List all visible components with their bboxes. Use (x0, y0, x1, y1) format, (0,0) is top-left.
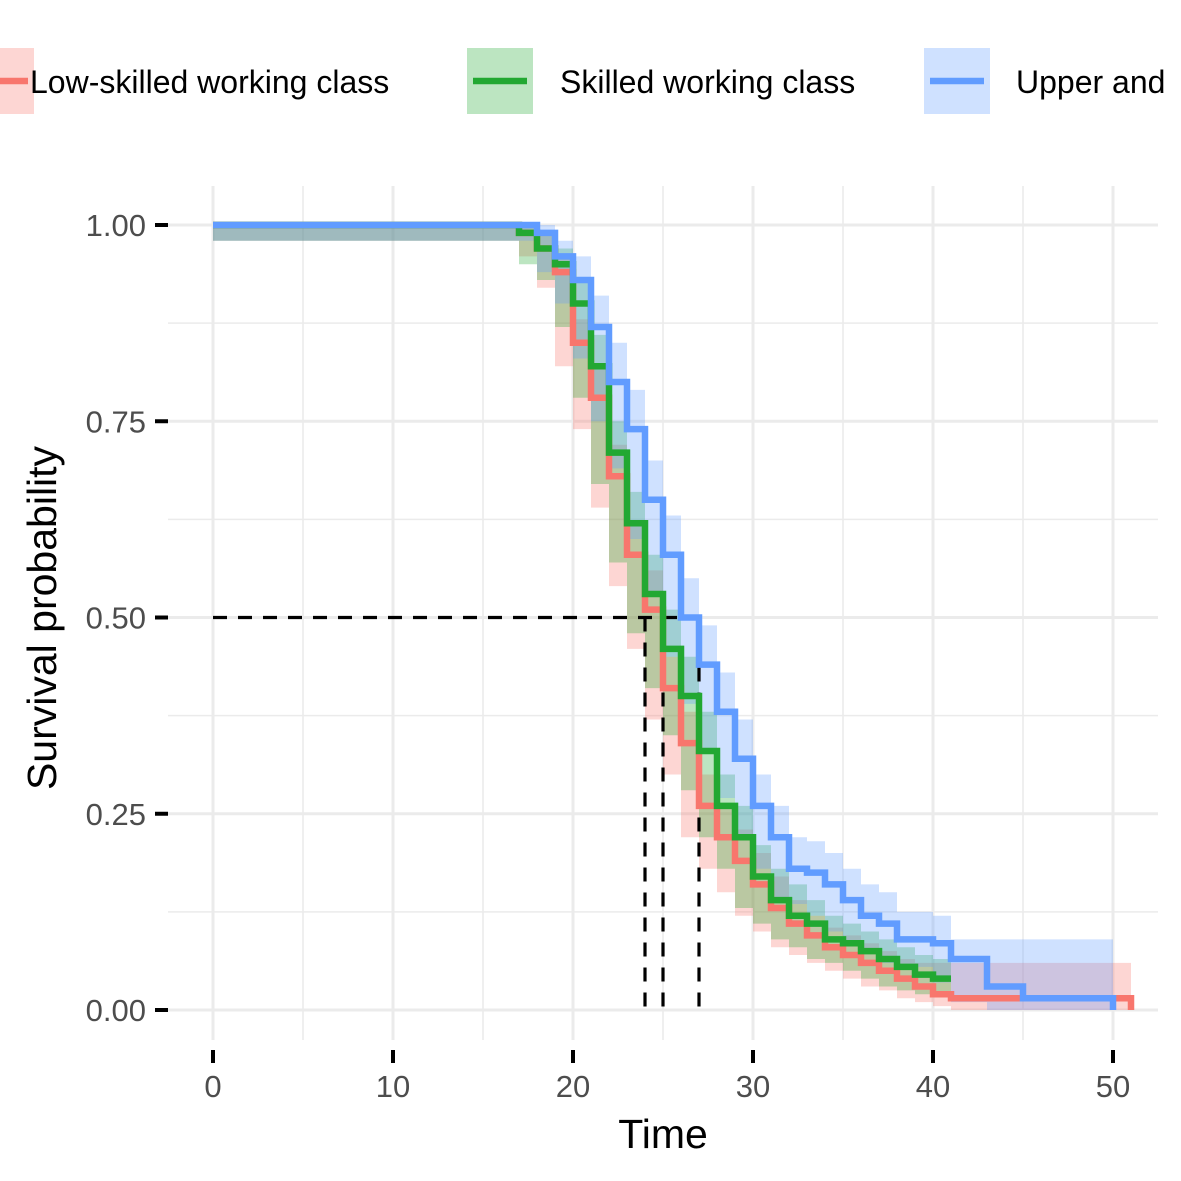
legend-item-2: Skilled working class (467, 48, 855, 114)
x-tick-label: 0 (204, 1069, 221, 1104)
y-tick-label: 0.00 (86, 993, 146, 1028)
x-tick-label: 30 (736, 1069, 770, 1104)
survival-line-2 (213, 221, 951, 982)
median-lines (213, 615, 701, 1010)
survival-lines (213, 221, 1135, 1010)
y-tick-label: 1.00 (86, 208, 146, 243)
legend-label: Skilled working class (560, 64, 855, 100)
x-tick-label: 10 (376, 1069, 410, 1104)
survival-line-1 (213, 221, 1135, 1010)
confidence-band-2 (213, 225, 951, 995)
y-tick-label: 0.50 (86, 601, 146, 636)
legend-item-1: Low-skilled working class (0, 48, 389, 114)
survival-line-3 (213, 221, 1117, 1010)
x-tick-label: 20 (556, 1069, 590, 1104)
axis-ticks: 0 10 20 30 40 50 0.00 0.25 0.50 0.75 1.00 (86, 208, 1131, 1104)
x-tick-label: 50 (1096, 1069, 1130, 1104)
legend-label: Low-skilled working class (30, 64, 389, 100)
y-axis-title: Survival probability (19, 445, 65, 790)
legend-item-3: Upper and (924, 48, 1165, 114)
y-tick-label: 0.25 (86, 797, 146, 832)
y-tick-label: 0.75 (86, 404, 146, 439)
legend: Low-skilled working class Skilled working… (0, 48, 1165, 114)
x-tick-label: 40 (916, 1069, 950, 1104)
grid (168, 186, 1158, 1040)
legend-label: Upper and (1016, 64, 1165, 100)
x-axis-title: Time (618, 1111, 708, 1157)
